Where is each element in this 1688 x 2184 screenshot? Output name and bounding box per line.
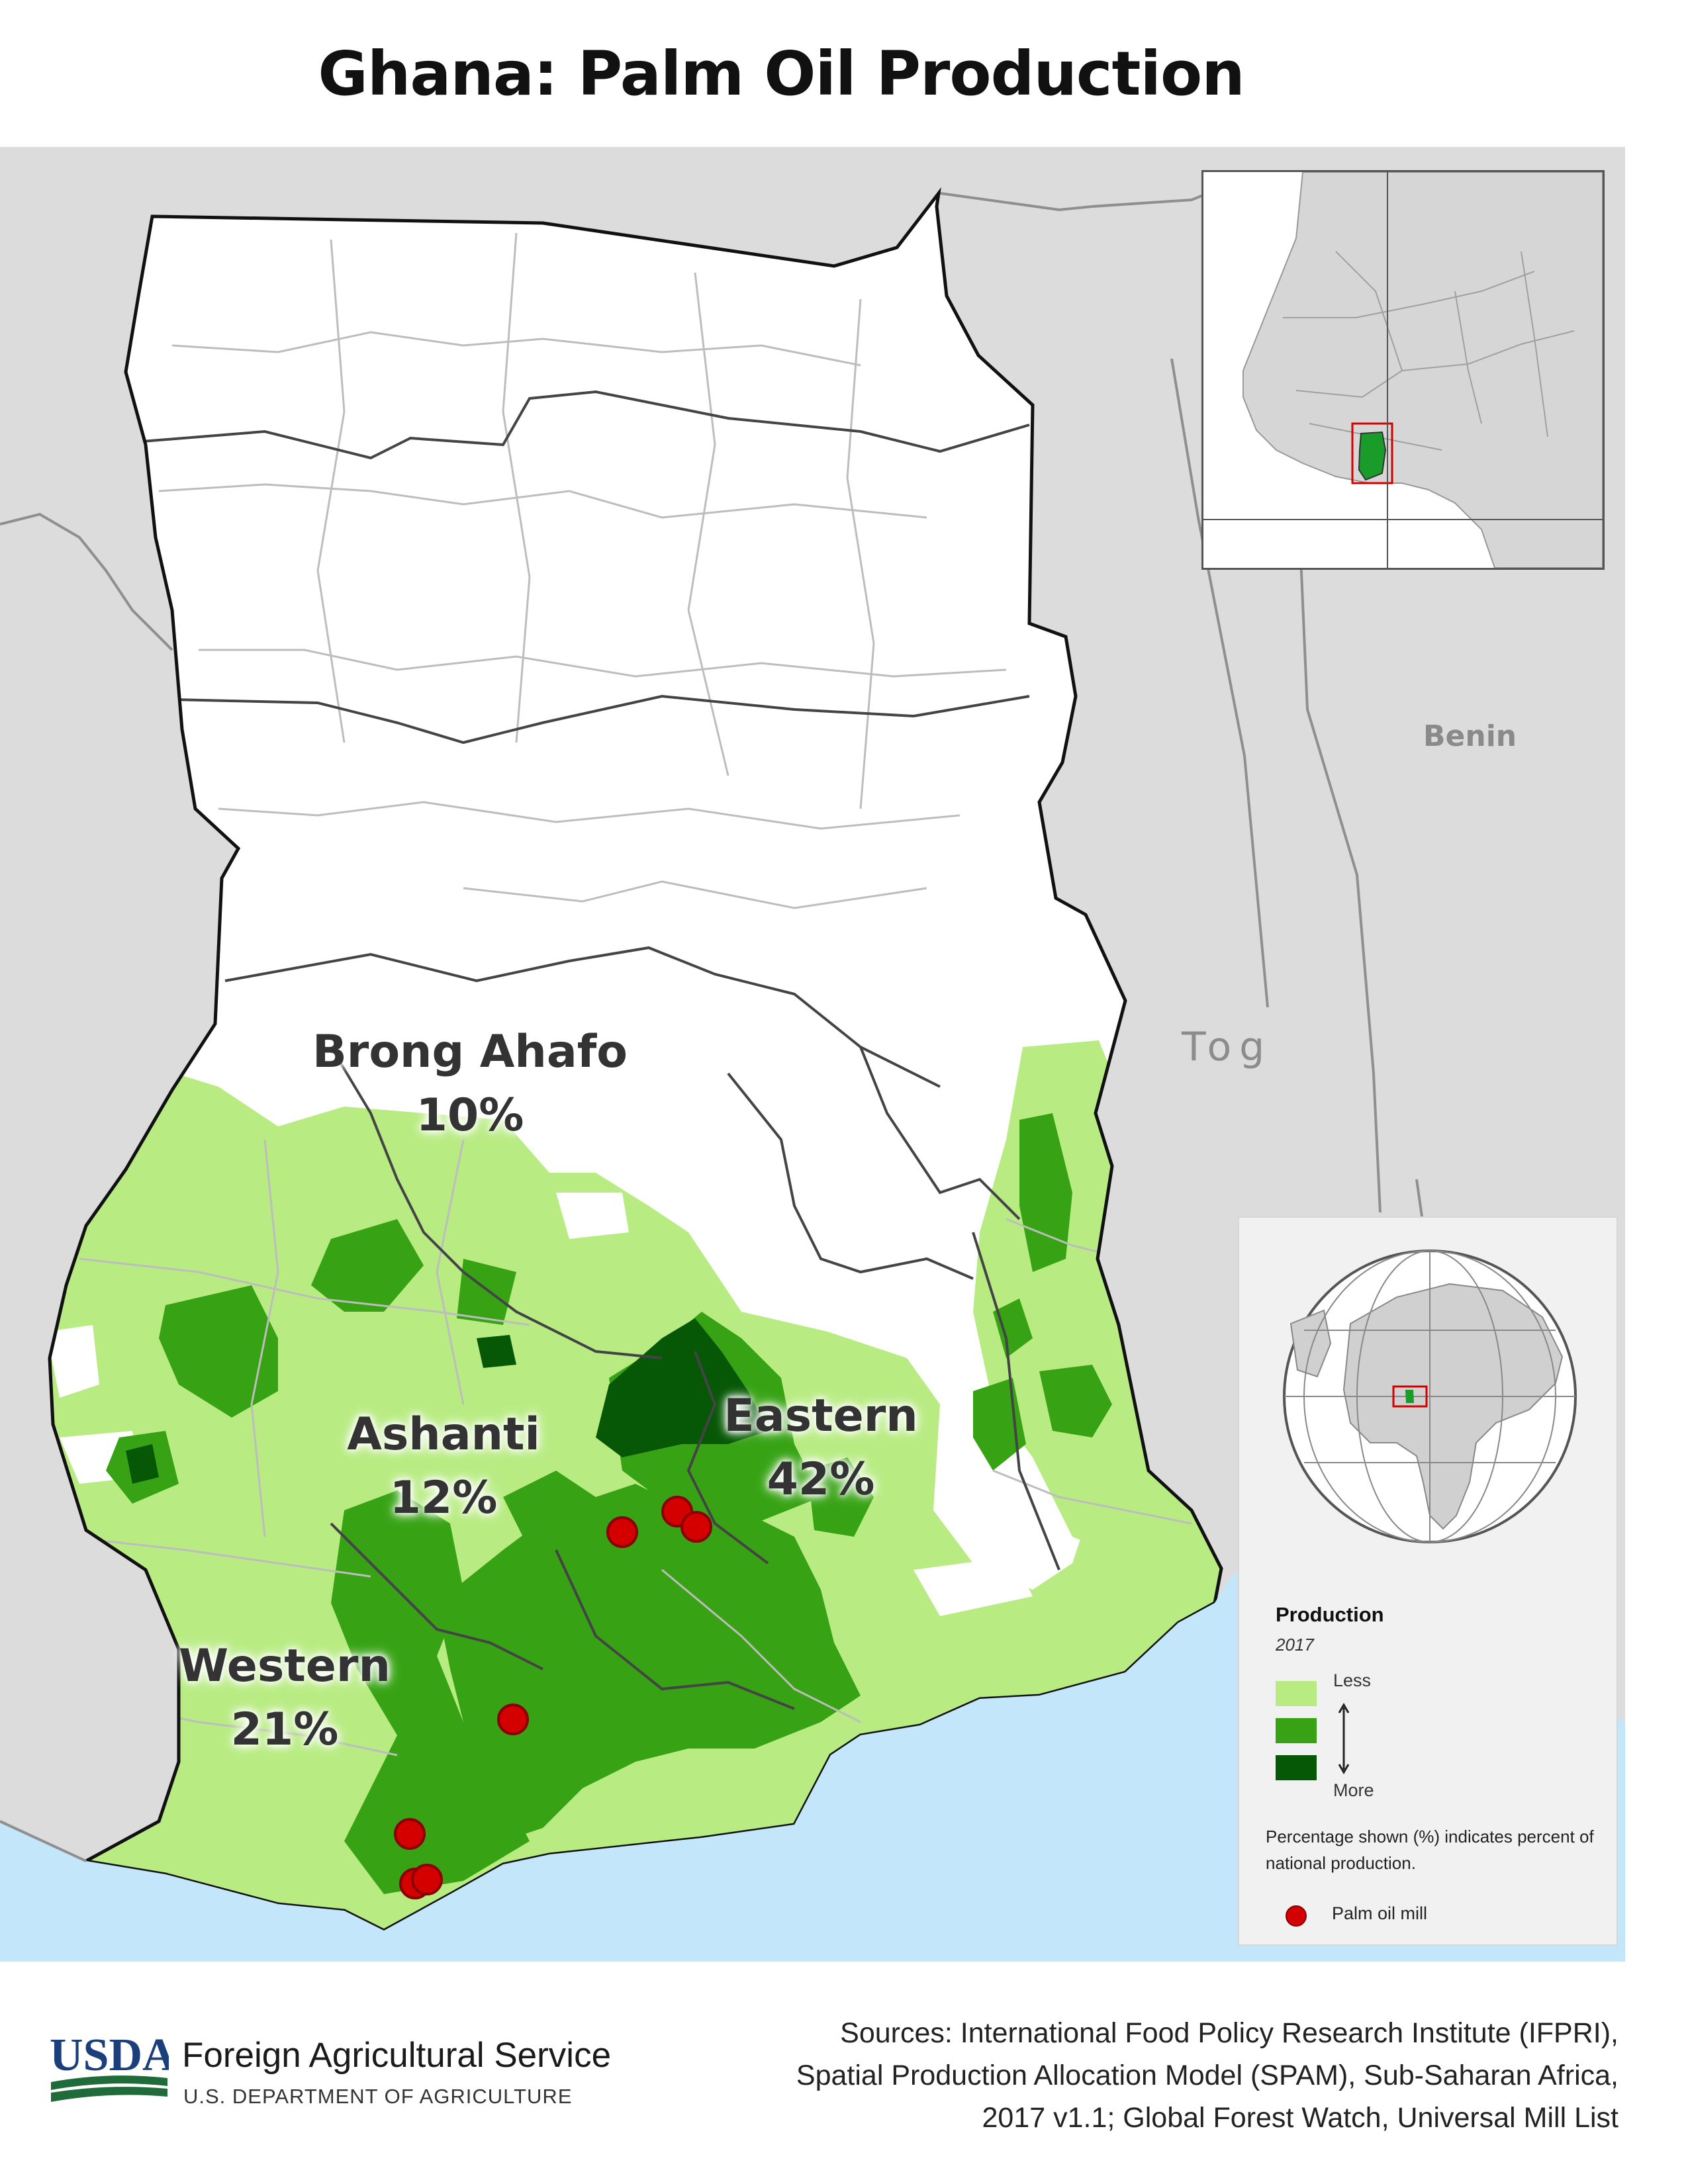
legend-title: Production [1276, 1603, 1384, 1626]
sources-line: Sources: International Food Policy Resea… [840, 2017, 1618, 2049]
region-name: Western [179, 1640, 391, 1692]
map-title: Ghana: Palm Oil Production [318, 38, 1244, 109]
usda-logo-text: USDA [50, 2030, 169, 2081]
benin-label: Benin [1423, 719, 1517, 753]
legend-note: Percentage shown (%) indicates percent o… [1266, 1827, 1594, 1873]
sources-text: Sources: International Food Policy Resea… [692, 2012, 1618, 2139]
agency-name: Foreign Agricultural Service [182, 2036, 612, 2075]
legend-double-arrow-icon [1338, 1703, 1350, 1774]
legend-mill-label: Palm oil mill [1332, 1903, 1428, 1923]
locator-map [1203, 172, 1603, 568]
region-share: 10% [416, 1089, 524, 1142]
production-medium-area [311, 1219, 424, 1312]
palm-oil-mill-marker [680, 1511, 712, 1543]
africa-locator-inset [1201, 170, 1605, 570]
togo-benin-border [1170, 358, 1269, 1008]
region-name: Ashanti [347, 1408, 540, 1461]
legend-more-label: More [1333, 1780, 1374, 1800]
ghana-map-canvas [0, 185, 1625, 1962]
region-label-western: Western 21% [172, 1635, 397, 1762]
palm-oil-mill-marker [411, 1864, 443, 1895]
map-legend: Production 2017 Less More Percentage sho… [1238, 1216, 1618, 1946]
legend-less-label: Less [1333, 1670, 1372, 1690]
palm-oil-mill-marker [394, 1818, 426, 1850]
legend-swatch-more [1276, 1755, 1317, 1780]
togo-label: Tog [1182, 1024, 1273, 1070]
usda-logo: USDA [50, 2030, 169, 2102]
palm-oil-mill-icon [1286, 1905, 1307, 1927]
region-name: Brong Ahafo [312, 1026, 628, 1078]
sources-line: 2017 v1.1; Global Forest Watch, Universa… [982, 2102, 1619, 2134]
region-label-ashanti: Ashanti 12% [331, 1403, 556, 1530]
globe-locator [1283, 1250, 1577, 1543]
mill-markers [394, 1496, 712, 1899]
region-name: Eastern [724, 1390, 918, 1442]
region-boundaries [142, 390, 1060, 1710]
legend-swatch-medium [1276, 1718, 1317, 1743]
sources-line: Spatial Production Allocation Model (SPA… [796, 2060, 1618, 2091]
palm-oil-mill-marker [497, 1704, 529, 1735]
legend-year: 2017 [1276, 1635, 1314, 1655]
region-label-eastern: Eastern 42% [715, 1385, 927, 1512]
ghana-highlight [1358, 431, 1387, 481]
region-share: 12% [389, 1472, 498, 1524]
palm-oil-mill-marker [606, 1516, 638, 1548]
cote-divoire-border [0, 512, 173, 651]
region-share: 21% [230, 1704, 339, 1756]
district-boundaries [66, 232, 1192, 1756]
legend-swatch-less [1276, 1681, 1317, 1706]
production-more-area [596, 1318, 768, 1457]
region-share: 42% [767, 1453, 875, 1506]
region-label-brong-ahafo: Brong Ahafo 10% [311, 1021, 629, 1148]
gulf-of-guinea [0, 1550, 1625, 1962]
benin-nigeria-border [1299, 557, 1382, 1213]
department-name: U.S. DEPARTMENT OF AGRICULTURE [183, 2085, 573, 2108]
